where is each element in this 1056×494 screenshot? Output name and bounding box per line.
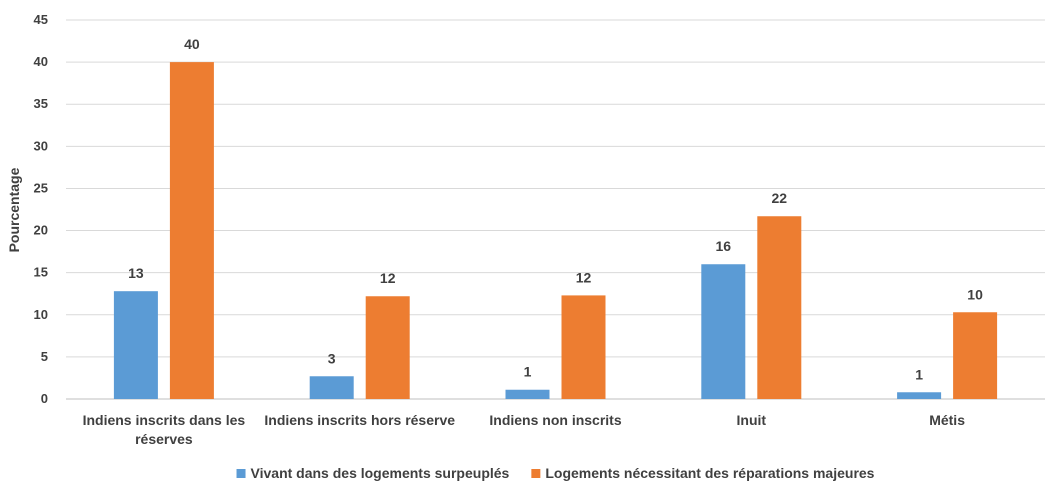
y-axis-ticks: 0 5 10 15 20 25 30 35 40 45	[34, 12, 48, 406]
y-tick-label: 40	[34, 54, 48, 69]
y-tick-label: 45	[34, 12, 48, 27]
data-labels: 13 40 3 12 1 12 16 22 1 10	[128, 36, 983, 382]
legend-label: Vivant dans des logements surpeuplés	[251, 465, 510, 481]
data-label: 10	[967, 286, 983, 302]
data-label: 12	[380, 270, 396, 286]
bar-surpeuples	[505, 389, 550, 399]
legend-label: Logements nécessitant des réparations ma…	[545, 465, 874, 481]
bar-surpeuples	[897, 392, 942, 399]
y-axis-title: Pourcentage	[6, 167, 22, 252]
x-category-label: Indiens inscrits dans les	[83, 412, 246, 428]
legend: Vivant dans des logements surpeuplés Loge…	[236, 465, 875, 481]
x-category-label: Indiens non inscrits	[489, 412, 621, 428]
y-tick-label: 10	[34, 307, 48, 322]
data-label: 16	[716, 238, 732, 254]
y-tick-label: 25	[34, 180, 48, 195]
y-tick-label: 0	[41, 391, 48, 406]
bar-reparations	[365, 296, 410, 399]
bar-surpeuples	[701, 264, 746, 399]
data-label: 1	[915, 366, 923, 382]
bar-reparations	[561, 295, 606, 399]
gridlines	[66, 19, 1045, 400]
y-tick-label: 30	[34, 138, 48, 153]
legend-item: Vivant dans des logements surpeuplés	[236, 465, 510, 481]
data-label: 22	[772, 190, 788, 206]
bars	[113, 62, 998, 399]
data-label: 12	[576, 269, 592, 285]
bar-surpeuples	[113, 291, 158, 399]
data-label: 13	[128, 265, 144, 281]
legend-item: Logements nécessitant des réparations ma…	[531, 465, 875, 481]
y-tick-label: 20	[34, 223, 48, 238]
bar-reparations	[169, 62, 214, 399]
legend-swatch	[531, 469, 541, 478]
x-category-label: réserves	[135, 431, 193, 447]
data-label: 40	[184, 36, 200, 52]
data-label: 1	[524, 364, 532, 380]
y-tick-label: 35	[34, 96, 48, 111]
bar-reparations	[953, 312, 998, 399]
bar-reparations	[757, 216, 802, 399]
legend-swatch	[236, 469, 246, 478]
x-category-label: Inuit	[737, 412, 767, 428]
x-category-label: Métis	[929, 412, 965, 428]
data-label: 3	[328, 350, 336, 366]
y-tick-label: 5	[41, 349, 48, 364]
x-axis-categories: Indiens inscrits dans les réserves Indiens…	[83, 412, 966, 447]
x-category-label: Indiens inscrits hors réserve	[264, 412, 455, 428]
bar-surpeuples	[309, 376, 354, 399]
y-tick-label: 15	[34, 265, 48, 280]
